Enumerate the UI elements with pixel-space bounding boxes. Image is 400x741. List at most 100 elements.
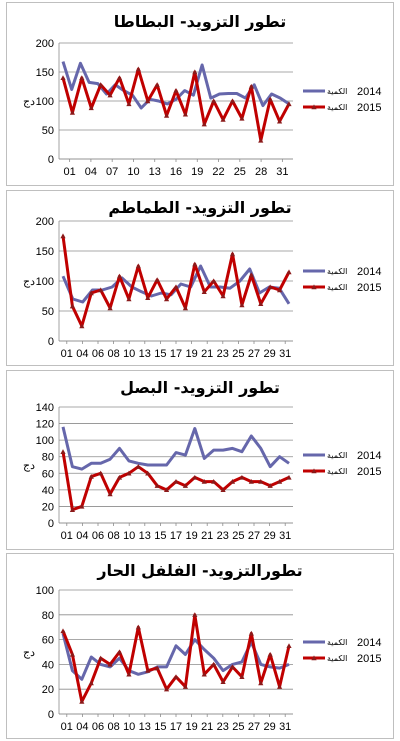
chart-panel-3: تطور التزويد- البصل 0 20 40 60 80 100 120 140 دج 0… xyxy=(6,370,394,550)
data-point xyxy=(60,233,66,239)
data-point xyxy=(98,655,104,661)
data-point xyxy=(69,651,76,657)
chart-panel-4: تطورالتزويد- الفلفل الحار 0 20 40 60 80 100 دج 0… xyxy=(6,553,394,739)
data-point xyxy=(286,643,292,648)
legend-label-2015: 2015 xyxy=(357,282,381,294)
data-point xyxy=(182,305,189,311)
data-point xyxy=(220,679,226,684)
data-point xyxy=(135,464,141,469)
x-tick-label: 06 xyxy=(92,348,104,360)
data-point xyxy=(267,284,273,290)
legend-prefix: الكمية xyxy=(327,638,347,647)
data-point xyxy=(192,69,198,75)
data-point xyxy=(107,305,113,311)
legend-prefix: الكمية xyxy=(327,283,347,292)
data-point xyxy=(229,98,236,104)
series-line-2014 xyxy=(61,426,290,471)
data-point xyxy=(154,483,160,488)
y-tick-label: 20 xyxy=(42,501,54,513)
data-point xyxy=(286,269,292,275)
data-point xyxy=(276,287,283,293)
y-tick-label: 0 xyxy=(48,518,54,530)
y-tick-label: 100 xyxy=(36,276,54,288)
data-point xyxy=(173,478,179,484)
x-tick-label: 21 xyxy=(201,721,213,733)
x-tick-label: 15 xyxy=(154,530,166,542)
legend-label-2015: 2015 xyxy=(357,653,381,665)
y-tick-label: 20 xyxy=(42,684,54,696)
data-point xyxy=(248,630,254,636)
data-point xyxy=(163,296,170,302)
data-point xyxy=(107,661,113,667)
data-point xyxy=(192,261,198,267)
x-tick-label: 06 xyxy=(92,530,104,542)
x-tick-label: 29 xyxy=(263,530,275,542)
y-axis-label: دج xyxy=(23,647,35,659)
data-point xyxy=(229,251,236,257)
x-tick-label: 10 xyxy=(123,348,135,360)
y-tick-label: 200 xyxy=(36,38,54,50)
data-point xyxy=(135,66,141,72)
y-tick-label: 100 xyxy=(36,585,54,597)
data-point xyxy=(239,474,245,480)
x-tick-label: 01 xyxy=(61,721,73,733)
x-tick-label: 25 xyxy=(234,166,246,178)
data-point xyxy=(267,483,273,488)
y-tick-label: 80 xyxy=(42,610,54,622)
y-tick-label: 120 xyxy=(36,419,54,431)
data-point xyxy=(276,684,283,689)
legend-prefix: الكمية xyxy=(327,103,347,112)
data-point xyxy=(239,115,245,121)
data-point xyxy=(192,474,198,480)
data-point xyxy=(267,651,273,657)
data-point xyxy=(201,121,207,127)
x-tick-label: 17 xyxy=(170,530,182,542)
x-tick-label: 08 xyxy=(107,348,119,360)
legend-label-2014: 2014 xyxy=(357,86,381,98)
x-tick-label: 06 xyxy=(92,721,104,733)
x-tick-label: 31 xyxy=(279,721,291,733)
x-tick-label: 10 xyxy=(127,166,139,178)
data-point xyxy=(248,272,254,278)
y-axis-label: دج xyxy=(23,96,35,108)
x-tick-label: 04 xyxy=(76,530,88,542)
data-point xyxy=(126,101,132,107)
data-point xyxy=(229,478,236,484)
y-tick-label: 150 xyxy=(36,67,54,79)
data-point xyxy=(239,674,245,679)
x-tick-label: 17 xyxy=(170,348,182,360)
x-tick-label: 13 xyxy=(149,166,161,178)
data-point xyxy=(182,684,189,689)
data-point xyxy=(220,487,226,493)
x-tick-label: 04 xyxy=(76,721,88,733)
data-point xyxy=(98,287,104,293)
x-tick-label: 04 xyxy=(76,348,88,360)
data-point xyxy=(60,628,66,634)
data-point xyxy=(211,98,217,104)
data-point xyxy=(201,671,207,677)
chart-svg-3: تطور التزويد- البصل 0 20 40 60 80 100 120 140 دج 0… xyxy=(23,378,381,542)
data-point xyxy=(116,649,123,655)
y-tick-label: 40 xyxy=(42,485,54,497)
x-tick-label: 23 xyxy=(217,721,229,733)
series-line-2014 xyxy=(61,633,290,681)
data-point xyxy=(88,680,94,686)
data-point xyxy=(126,470,132,476)
data-point xyxy=(126,671,132,677)
data-point xyxy=(258,137,264,143)
data-point xyxy=(286,101,292,107)
legend-prefix: الكمية xyxy=(327,267,347,276)
data-point xyxy=(79,503,85,509)
y-tick-label: 150 xyxy=(36,246,54,258)
x-tick-label: 08 xyxy=(107,721,119,733)
legend-label-2015: 2015 xyxy=(357,102,381,114)
chart-svg-4: تطورالتزويد- الفلفل الحار 0 20 40 60 80 100 دج 0… xyxy=(23,561,381,733)
x-tick-label: 17 xyxy=(170,721,182,733)
data-point xyxy=(88,105,94,111)
data-point xyxy=(98,470,104,476)
data-point xyxy=(163,487,170,493)
data-point xyxy=(145,295,151,300)
y-tick-label: 140 xyxy=(36,402,54,414)
data-point xyxy=(182,111,189,117)
x-tick-label: 19 xyxy=(185,721,197,733)
